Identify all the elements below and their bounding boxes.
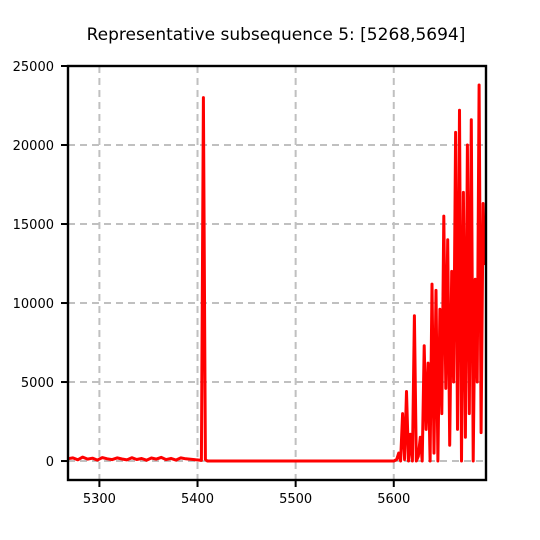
series-line xyxy=(67,83,487,463)
x-tick-label: 5400 xyxy=(181,492,214,507)
ticks: 5300 5400 5500 5600 0 5000 10000 15000 20000 2500… xyxy=(13,60,411,507)
x-tick-label: 5600 xyxy=(377,492,410,507)
y-tick-label: 10000 xyxy=(13,297,54,312)
x-tick-label: 5500 xyxy=(279,492,312,507)
chart-title: Representative subsequence 5: [5268,5694… xyxy=(87,25,466,45)
y-tick-label: 15000 xyxy=(13,218,54,233)
y-tick-label: 20000 xyxy=(13,139,54,154)
y-tick-label: 0 xyxy=(46,455,54,470)
y-tick-label: 25000 xyxy=(13,60,54,75)
x-tick-label: 5300 xyxy=(83,492,116,507)
axes xyxy=(66,64,488,482)
y-tick-label: 5000 xyxy=(21,376,54,391)
series-layer xyxy=(67,83,487,463)
plot-frame xyxy=(66,64,488,482)
